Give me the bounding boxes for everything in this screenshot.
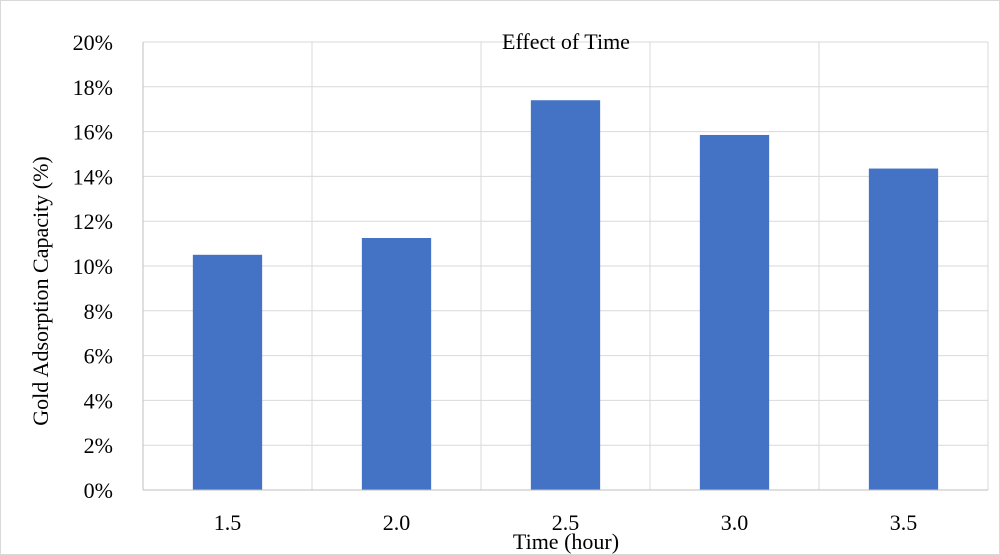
x-tick-label: 1.5 <box>214 510 242 535</box>
y-tick-label: 10% <box>73 254 113 279</box>
bar-2-5 <box>530 100 601 491</box>
y-tick-label: 4% <box>84 388 113 413</box>
y-tick-label: 12% <box>73 209 113 234</box>
y-tick-label: 16% <box>73 120 113 145</box>
x-tick-label: 3.5 <box>890 510 918 535</box>
x-tick-label: 2.0 <box>383 510 411 535</box>
bar-3-5 <box>868 168 939 490</box>
y-tick-label: 2% <box>84 433 113 458</box>
bar-1-5 <box>192 254 263 490</box>
y-tick-label: 0% <box>84 478 113 503</box>
y-tick-label: 14% <box>73 164 113 189</box>
y-tick-label: 18% <box>73 75 113 100</box>
axes <box>142 42 988 491</box>
x-tick-labels: 1.5 2.0 2.5 3.0 3.5 <box>214 510 918 535</box>
y-axis-title: Gold Adsorption Capacity (%) <box>28 156 53 425</box>
y-tick-label: 20% <box>73 30 113 55</box>
x-tick-label: 2.5 <box>552 510 580 535</box>
grid-lines <box>143 41 989 490</box>
y-tick-label: 6% <box>84 344 113 369</box>
bar-2-0 <box>361 238 432 490</box>
chart-title: Effect of Time <box>502 29 630 54</box>
x-tick-label: 3.0 <box>721 510 749 535</box>
x-axis-title: Time (hour) <box>513 529 619 554</box>
y-tick-labels: 0% 2% 4% 6% 8% 10% 12% 14% 16% 18% 20% <box>73 30 113 503</box>
bar-3-0 <box>699 134 770 490</box>
y-tick-label: 8% <box>84 299 113 324</box>
bars <box>192 100 939 491</box>
